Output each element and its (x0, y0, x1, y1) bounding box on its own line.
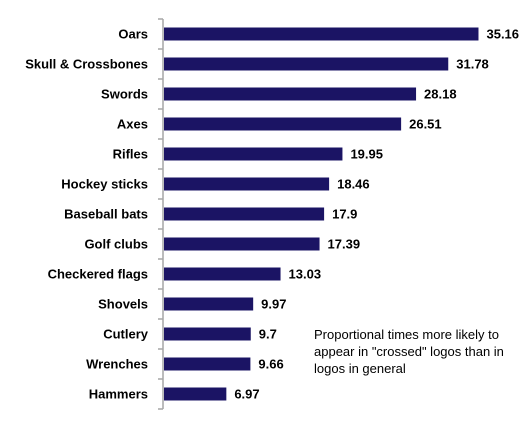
value-label: 9.66 (258, 357, 283, 372)
value-label: 6.97 (234, 387, 259, 402)
bar (164, 177, 330, 191)
bar (164, 117, 402, 131)
category-label: Oars (118, 27, 148, 42)
value-label: 18.46 (337, 177, 370, 192)
bar (164, 237, 320, 251)
category-label: Axes (117, 117, 148, 132)
value-label: 35.16 (486, 27, 519, 42)
category-label: Cutlery (103, 327, 149, 342)
value-label: 17.9 (332, 207, 357, 222)
value-label: 17.39 (328, 237, 361, 252)
bar (164, 327, 251, 341)
bar (164, 57, 449, 71)
bar (164, 87, 417, 101)
bar (164, 27, 479, 41)
bar (164, 207, 325, 221)
category-label: Skull & Crossbones (25, 57, 148, 72)
value-label: 28.18 (424, 87, 457, 102)
value-labels: 35.16 31.78 28.18 26.51 19.95 18.46 17.9 17.39 1… (234, 27, 519, 402)
value-label: 9.97 (261, 297, 286, 312)
category-axis (158, 18, 164, 410)
category-label: Shovels (98, 297, 148, 312)
value-label: 9.7 (259, 327, 277, 342)
category-labels: Oars Skull & Crossbones Swords Axes Rifles Ho… (25, 27, 149, 402)
bar (164, 357, 251, 371)
bar (164, 297, 254, 311)
category-label: Hockey sticks (61, 177, 148, 192)
category-label: Golf clubs (84, 237, 148, 252)
bar (164, 147, 343, 161)
category-label: Wrenches (86, 357, 148, 372)
value-label: 26.51 (409, 117, 442, 132)
category-label: Rifles (113, 147, 148, 162)
value-label: 19.95 (350, 147, 383, 162)
value-label: 31.78 (456, 57, 489, 72)
category-label: Hammers (89, 387, 148, 402)
bars (164, 27, 479, 401)
value-label: 13.03 (289, 267, 322, 282)
category-label: Baseball bats (64, 207, 148, 222)
bar (164, 387, 227, 401)
category-label: Checkered flags (48, 267, 148, 282)
bar (164, 267, 281, 281)
category-label: Swords (101, 87, 148, 102)
chart-annotation: Proportional times more likely to appear… (314, 327, 504, 376)
